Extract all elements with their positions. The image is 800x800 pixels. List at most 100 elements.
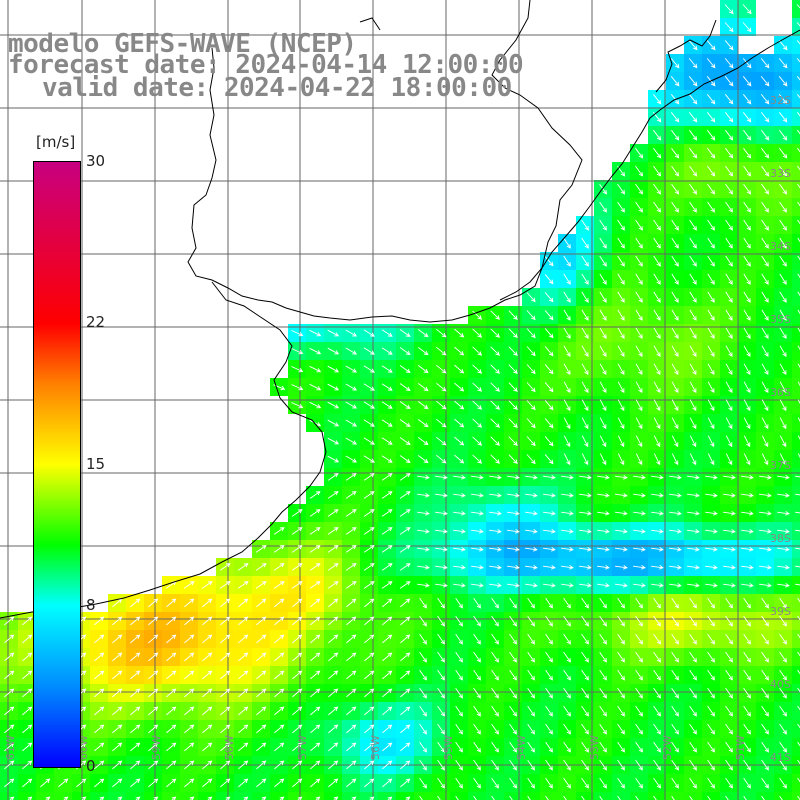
wind-vector-arrow: [761, 237, 769, 249]
wind-vector-arrow: [491, 669, 499, 681]
colorbar-unit-label: [m/s]: [36, 133, 76, 151]
wind-vector-arrow: [491, 615, 499, 627]
wind-vector-arrow: [327, 455, 340, 463]
wind-vector-arrow: [689, 255, 697, 267]
wind-vector-arrow: [743, 633, 751, 645]
wind-vector-arrow: [417, 511, 430, 516]
wind-vector-arrow: [364, 652, 375, 662]
wind-vector-arrow: [509, 597, 517, 609]
wind-vector-arrow: [473, 651, 481, 663]
wind-vector-arrow: [761, 291, 769, 303]
wind-vector-arrow: [255, 581, 267, 589]
wind-vector-arrow: [472, 346, 483, 356]
wind-vector-arrow: [166, 616, 177, 626]
wind-speed-cell: [792, 558, 800, 576]
wind-vector-arrow: [400, 634, 411, 644]
wind-vector-arrow: [472, 418, 483, 428]
wind-vector-arrow: [689, 741, 697, 753]
wind-vector-arrow: [346, 652, 357, 662]
latitude-label: 36S: [770, 386, 791, 399]
wind-vector-arrow: [779, 381, 787, 394]
wind-vector-arrow: [581, 741, 589, 753]
wind-vector-arrow: [454, 364, 465, 374]
wind-vector-arrow: [669, 547, 682, 552]
wind-vector-arrow: [743, 345, 751, 358]
wind-vector-arrow: [599, 273, 607, 285]
wind-vector-arrow: [743, 309, 751, 321]
wind-vector-arrow: [400, 616, 411, 626]
wind-vector-arrow: [473, 597, 481, 609]
wind-vector-arrow: [761, 363, 769, 376]
wind-vector-arrow: [22, 706, 33, 716]
wind-vector-arrow: [724, 4, 734, 15]
wind-vector-arrow: [363, 347, 375, 355]
wind-vector-arrow: [455, 687, 463, 699]
wind-speed-cell: [72, 792, 90, 800]
wind-vector-arrow: [507, 565, 520, 570]
wind-vector-arrow: [435, 565, 448, 570]
wind-vector-arrow: [507, 529, 520, 534]
wind-vector-arrow: [653, 435, 661, 448]
wind-speed-cell: [792, 432, 800, 450]
wind-speed-cell: [90, 792, 108, 800]
wind-vector-arrow: [563, 417, 571, 430]
wind-speed-cell: [576, 792, 594, 800]
wind-vector-arrow: [671, 309, 679, 321]
wind-vector-arrow: [220, 670, 231, 680]
wind-vector-arrow: [130, 724, 141, 734]
wind-speed-cell: [792, 504, 800, 522]
wind-vector-arrow: [689, 795, 693, 800]
wind-vector-arrow: [633, 493, 646, 498]
wind-vector-arrow: [563, 687, 571, 699]
wind-vector-arrow: [525, 547, 538, 552]
wind-vector-arrow: [508, 400, 518, 410]
wind-vector-arrow: [345, 437, 358, 445]
wind-speed-cell: [792, 414, 800, 432]
wind-vector-arrow: [653, 183, 662, 195]
wind-vector-arrow: [653, 705, 661, 717]
wind-vector-field: [4, 4, 800, 800]
wind-vector-arrow: [292, 742, 303, 752]
wind-vector-arrow: [527, 633, 535, 645]
wind-vector-arrow: [148, 670, 159, 680]
wind-vector-arrow: [778, 76, 788, 87]
wind-vector-arrow: [274, 778, 285, 788]
wind-vector-arrow: [617, 255, 625, 267]
wind-vector-arrow: [309, 581, 321, 589]
wind-vector-arrow: [597, 547, 610, 552]
wind-vector-arrow: [363, 581, 375, 589]
wind-vector-arrow: [706, 112, 716, 123]
wind-vector-arrow: [490, 364, 500, 374]
wind-speed-cell: [522, 792, 540, 800]
wind-vector-arrow: [599, 633, 607, 645]
wind-vector-arrow: [725, 417, 733, 430]
wind-vector-arrow: [219, 581, 231, 589]
wind-vector-arrow: [399, 437, 411, 446]
wind-vector-arrow: [777, 493, 790, 498]
wind-vector-arrow: [363, 401, 375, 409]
wind-vector-arrow: [687, 547, 700, 552]
wind-vector-arrow: [508, 310, 518, 320]
wind-vector-arrow: [617, 201, 625, 213]
wind-vector-arrow: [797, 651, 800, 657]
wind-speed-cell: [792, 252, 800, 270]
wind-vector-arrow: [112, 598, 123, 608]
wind-speed-cell: [270, 792, 288, 800]
latitude-label: 37S: [770, 459, 791, 472]
wind-vector-arrow: [797, 615, 800, 621]
wind-vector-arrow: [490, 346, 500, 356]
wind-vector-arrow: [761, 201, 769, 213]
wind-vector-arrow: [779, 183, 788, 195]
wind-vector-arrow: [255, 545, 267, 553]
wind-vector-arrow: [671, 615, 679, 627]
wind-vector-arrow: [166, 778, 177, 788]
wind-vector-arrow: [689, 435, 697, 448]
wind-vector-arrow: [599, 255, 607, 267]
wind-vector-arrow: [688, 40, 698, 51]
wind-vector-arrow: [256, 634, 267, 644]
wind-vector-arrow: [761, 723, 769, 735]
wind-vector-arrow: [797, 417, 800, 423]
wind-vector-arrow: [471, 493, 484, 498]
wind-vector-arrow: [399, 473, 411, 481]
wind-vector-arrow: [489, 565, 502, 570]
